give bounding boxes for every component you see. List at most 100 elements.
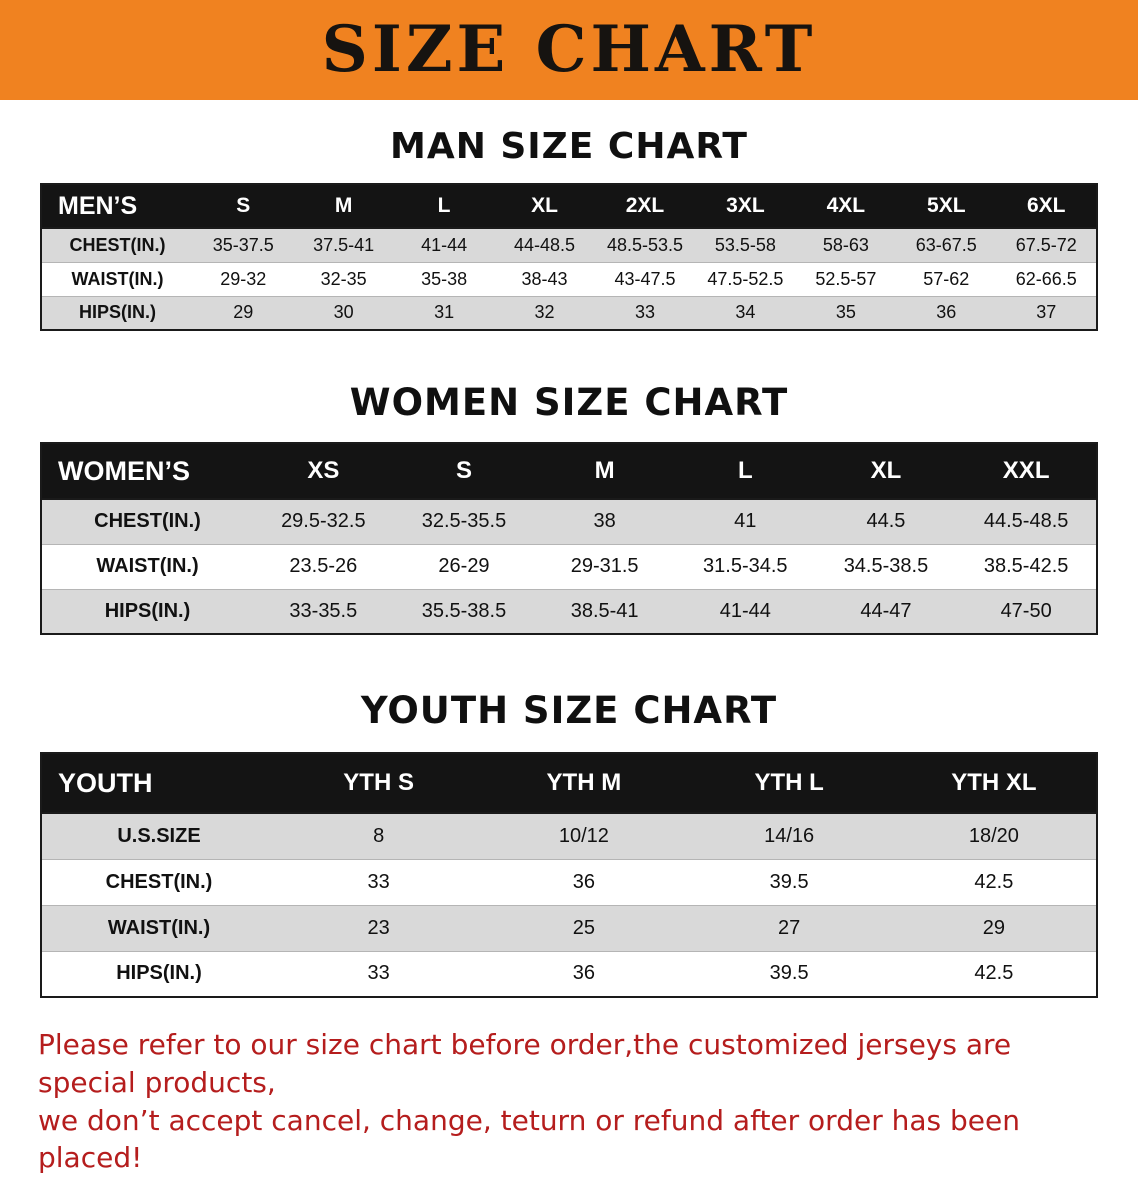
value-cell: 41 — [734, 510, 757, 533]
value-cell: 26-29 — [438, 555, 490, 577]
value-cell: 33-35.5 — [289, 599, 358, 622]
size-header-cell: YTH S — [276, 753, 482, 814]
table-row: HIPS(IN.) 29 30 31 32 33 34 35 36 37 — [41, 296, 1097, 330]
value-cell: 35-38 — [421, 268, 468, 289]
value-cell: 31.5-34.5 — [703, 555, 788, 577]
value-cell: 57-62 — [923, 268, 970, 289]
size-header-cell: 5XL — [896, 184, 997, 229]
value-cell: 41-44 — [421, 234, 468, 255]
footer-note-line-2: we don’t accept cancel, change, teturn o… — [38, 1103, 1020, 1175]
value-cell: 36 — [936, 302, 957, 323]
size-header-cell: S — [393, 443, 535, 500]
value-cell: 35-37.5 — [212, 234, 274, 255]
value-cell: 29-31.5 — [570, 555, 639, 577]
value-cell: 18/20 — [968, 824, 1019, 847]
table-title-cell: WOMEN’S — [41, 443, 253, 500]
size-header-cell: 6XL — [996, 184, 1097, 229]
table-title-cell: MEN’S — [41, 184, 193, 229]
value-cell: 67.5-72 — [1015, 234, 1077, 255]
table-header-row: WOMEN’S XS S M L XL XXL — [41, 443, 1097, 500]
size-header-cell: YTH L — [686, 753, 892, 814]
size-header-cell: M — [293, 184, 394, 229]
value-cell: 39.5 — [769, 870, 809, 893]
size-header-cell: XL — [815, 443, 957, 500]
value-cell: 29 — [982, 916, 1005, 939]
row-label-cell: WAIST(IN.) — [71, 268, 164, 289]
table-header-row: MEN’S S M L XL 2XL 3XL 4XL 5XL 6XL — [41, 184, 1097, 229]
value-cell: 34.5-38.5 — [843, 555, 929, 577]
size-header-cell: L — [674, 443, 816, 500]
value-cell: 30 — [333, 302, 354, 323]
value-cell: 29-32 — [220, 268, 267, 289]
value-cell: 10/12 — [558, 824, 609, 847]
banner-title: SIZE CHART — [321, 12, 817, 87]
value-cell: 38.5-41 — [570, 599, 639, 622]
value-cell: 62-66.5 — [1015, 268, 1077, 289]
table-row: WAIST(IN.) 29-32 32-35 35-38 38-43 43-47.5 47.… — [41, 262, 1097, 296]
size-header-cell: XL — [494, 184, 595, 229]
value-cell: 43-47.5 — [614, 268, 676, 289]
value-cell: 42.5 — [974, 870, 1014, 893]
value-cell: 41-44 — [719, 599, 771, 622]
table-row: WAIST(IN.) 23.5-26 26-29 29-31.5 31.5-34.5 34… — [41, 544, 1097, 589]
value-cell: 48.5-53.5 — [606, 234, 683, 255]
value-cell: 25 — [572, 916, 595, 939]
size-header-cell: YTH XL — [891, 753, 1097, 814]
section-man: MAN SIZE CHART MEN’S S M L XL 2XL 3XL 4XL 5XL 6XL… — [0, 126, 1138, 331]
value-cell: 36 — [572, 962, 595, 985]
value-cell: 33 — [634, 302, 655, 323]
value-cell: 33 — [367, 962, 390, 985]
value-cell: 8 — [373, 824, 385, 847]
value-cell: 47.5-52.5 — [707, 268, 784, 289]
youth-size-table: YOUTH YTH S YTH M YTH L YTH XL U.S.SIZE 8 10/12… — [40, 752, 1098, 998]
size-header-cell: M — [534, 443, 675, 500]
value-cell: 53.5-58 — [714, 234, 776, 255]
men-size-table: MEN’S S M L XL 2XL 3XL 4XL 5XL 6XL CHEST(IN.) 35-37… — [40, 183, 1098, 331]
banner: SIZE CHART — [0, 0, 1138, 100]
size-header-cell: XS — [253, 443, 394, 500]
women-size-table: WOMEN’S XS S M L XL XXL CHEST(IN.) 29.5-32.5 32.5… — [40, 442, 1098, 635]
table-row: WAIST(IN.) 23 25 27 29 — [41, 905, 1097, 951]
value-cell: 58-63 — [822, 234, 869, 255]
value-cell: 38.5-42.5 — [983, 555, 1069, 577]
value-cell: 35 — [835, 302, 856, 323]
footer-note-line-1: Please refer to our size chart before or… — [38, 1028, 1012, 1099]
value-cell: 31 — [434, 302, 455, 323]
table-header-row: YOUTH YTH S YTH M YTH L YTH XL — [41, 753, 1097, 814]
value-cell: 27 — [778, 916, 801, 939]
value-cell: 47-50 — [1000, 599, 1052, 622]
row-label-cell: U.S.SIZE — [117, 824, 201, 847]
value-cell: 23 — [367, 916, 390, 939]
value-cell: 29.5-32.5 — [281, 510, 366, 533]
value-cell: 33 — [367, 870, 390, 893]
value-cell: 32.5-35.5 — [421, 510, 507, 533]
row-label-cell: CHEST(IN.) — [69, 234, 166, 255]
value-cell: 44.5 — [866, 510, 906, 533]
value-cell: 37 — [1036, 302, 1057, 323]
row-label-cell: CHEST(IN.) — [94, 510, 201, 533]
size-header-cell: 3XL — [695, 184, 796, 229]
value-cell: 38-43 — [521, 268, 568, 289]
table-row: U.S.SIZE 8 10/12 14/16 18/20 — [41, 813, 1097, 859]
value-cell: 63-67.5 — [915, 234, 977, 255]
section-youth: YOUTH SIZE CHART YOUTH YTH S YTH M YTH L YTH… — [0, 689, 1138, 998]
row-label-cell: WAIST(IN.) — [96, 555, 199, 577]
size-header-cell: 4XL — [795, 184, 897, 229]
table-row: CHEST(IN.) 35-37.5 37.5-41 41-44 44-48.5 48.5… — [41, 228, 1097, 262]
value-cell: 14/16 — [764, 824, 815, 847]
value-cell: 23.5-26 — [289, 555, 358, 577]
value-cell: 42.5 — [974, 962, 1014, 985]
table-row: CHEST(IN.) 29.5-32.5 32.5-35.5 38 41 44.5 44.5… — [41, 499, 1097, 544]
value-cell: 32 — [534, 302, 555, 323]
row-label-cell: HIPS(IN.) — [104, 599, 191, 622]
value-cell: 44-47 — [860, 599, 912, 622]
size-header-cell: S — [193, 184, 294, 229]
man-section-heading: MAN SIZE CHART — [390, 126, 748, 167]
women-section-heading: WOMEN SIZE CHART — [349, 381, 789, 424]
value-cell: 29 — [233, 302, 254, 323]
value-cell: 32-35 — [320, 268, 367, 289]
footer-note: Please refer to our size chart before or… — [38, 1026, 1103, 1177]
value-cell: 52.5-57 — [815, 268, 877, 289]
row-label-cell: HIPS(IN.) — [78, 302, 156, 323]
table-row: HIPS(IN.) 33 36 39.5 42.5 — [41, 951, 1097, 997]
